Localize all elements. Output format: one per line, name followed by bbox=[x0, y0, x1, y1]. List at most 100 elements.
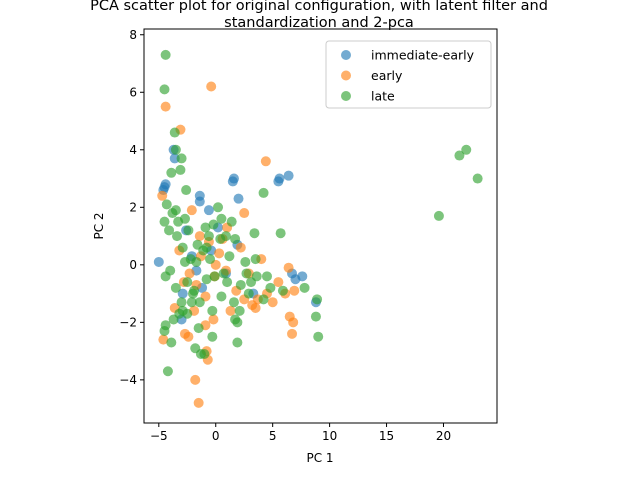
y-axis-label: PC 2 bbox=[92, 212, 106, 239]
late-point bbox=[216, 291, 227, 302]
late-point bbox=[201, 242, 212, 253]
x-axis-label: PC 1 bbox=[306, 451, 333, 465]
immediate-early-point bbox=[283, 170, 294, 181]
late-point bbox=[224, 251, 235, 262]
late-point bbox=[166, 337, 177, 348]
early-point bbox=[184, 268, 195, 279]
y-tick-label: 6 bbox=[129, 85, 137, 99]
immediate-early-point bbox=[228, 173, 239, 184]
x-tick-label: 5 bbox=[269, 429, 277, 443]
late-point bbox=[261, 271, 272, 282]
late-point bbox=[170, 282, 181, 293]
x-tick-label: 20 bbox=[436, 429, 451, 443]
late-point bbox=[159, 216, 170, 227]
late-point bbox=[165, 265, 176, 276]
legend: immediate-early early late bbox=[325, 40, 492, 109]
early-point bbox=[194, 231, 205, 242]
early-point bbox=[208, 314, 219, 325]
y-tick-label: −2 bbox=[119, 315, 137, 329]
immediate-early-point bbox=[203, 205, 214, 216]
late-point bbox=[179, 256, 190, 267]
late-point bbox=[193, 323, 204, 334]
late-point bbox=[162, 366, 173, 377]
late-point bbox=[194, 297, 205, 308]
early-point bbox=[183, 331, 194, 342]
scatter-points bbox=[153, 49, 483, 408]
immediate-early-point bbox=[169, 153, 180, 164]
late-point bbox=[235, 279, 246, 290]
y-tick-label: 8 bbox=[129, 28, 137, 42]
late-point bbox=[191, 256, 202, 267]
late-point bbox=[275, 228, 286, 239]
immediate-early-point bbox=[233, 193, 244, 204]
late-point bbox=[182, 277, 193, 288]
early-point bbox=[239, 208, 250, 219]
late-point bbox=[232, 337, 243, 348]
late-point bbox=[177, 242, 188, 253]
immediate-early-point bbox=[274, 173, 285, 184]
late-point bbox=[433, 210, 444, 221]
legend-box bbox=[325, 40, 492, 109]
late-point bbox=[209, 271, 220, 282]
immediate-early-point bbox=[177, 288, 188, 299]
immediate-early-point bbox=[159, 182, 170, 193]
late-point bbox=[310, 311, 321, 322]
late-point bbox=[454, 150, 465, 161]
early-point bbox=[190, 374, 201, 385]
late-point bbox=[246, 277, 257, 288]
x-tick-label: 15 bbox=[379, 429, 394, 443]
y-tick-label: 4 bbox=[129, 143, 137, 157]
legend-marker-immediate-early bbox=[341, 50, 351, 60]
late-point bbox=[258, 187, 269, 198]
immediate-early-point bbox=[194, 196, 205, 207]
early-point bbox=[250, 302, 261, 313]
late-point bbox=[207, 331, 218, 342]
late-point bbox=[218, 268, 229, 279]
late-point bbox=[313, 331, 324, 342]
late-point bbox=[164, 225, 175, 236]
early-point bbox=[283, 262, 294, 273]
legend-label-late: late bbox=[371, 89, 395, 104]
late-point bbox=[186, 297, 197, 308]
late-point bbox=[166, 167, 177, 178]
late-point bbox=[232, 317, 243, 328]
late-point bbox=[159, 84, 170, 95]
late-point bbox=[160, 320, 171, 331]
legend-label-early: early bbox=[371, 68, 403, 83]
early-point bbox=[214, 248, 225, 259]
late-point bbox=[200, 222, 211, 233]
early-point bbox=[225, 305, 236, 316]
late-point bbox=[169, 127, 180, 138]
late-point bbox=[183, 225, 194, 236]
late-point bbox=[181, 185, 192, 196]
late-point bbox=[461, 144, 472, 155]
late-point bbox=[299, 282, 310, 293]
early-point bbox=[235, 242, 246, 253]
late-point bbox=[258, 294, 269, 305]
late-point bbox=[265, 282, 276, 293]
late-point bbox=[201, 274, 212, 285]
late-point bbox=[240, 256, 251, 267]
late-point bbox=[167, 208, 178, 219]
late-point bbox=[161, 199, 172, 210]
late-point bbox=[208, 219, 219, 230]
plot-frame bbox=[143, 28, 498, 424]
early-point bbox=[157, 190, 168, 201]
late-point bbox=[176, 297, 187, 308]
legend-marker-late bbox=[341, 91, 351, 101]
chart-title-line-2: standardization and 2-pca bbox=[224, 15, 414, 31]
immediate-early-point bbox=[297, 271, 308, 282]
x-tick-label: 10 bbox=[322, 429, 337, 443]
late-point bbox=[205, 254, 216, 265]
early-point bbox=[158, 334, 169, 345]
early-point bbox=[160, 101, 171, 112]
y-tick-label: 0 bbox=[129, 258, 137, 272]
late-point bbox=[472, 173, 483, 184]
late-point bbox=[207, 305, 218, 316]
x-tick-label: 0 bbox=[212, 429, 220, 443]
late-point bbox=[230, 233, 241, 244]
late-point bbox=[222, 277, 233, 288]
immediate-early-point bbox=[153, 256, 164, 267]
late-point bbox=[228, 297, 239, 308]
